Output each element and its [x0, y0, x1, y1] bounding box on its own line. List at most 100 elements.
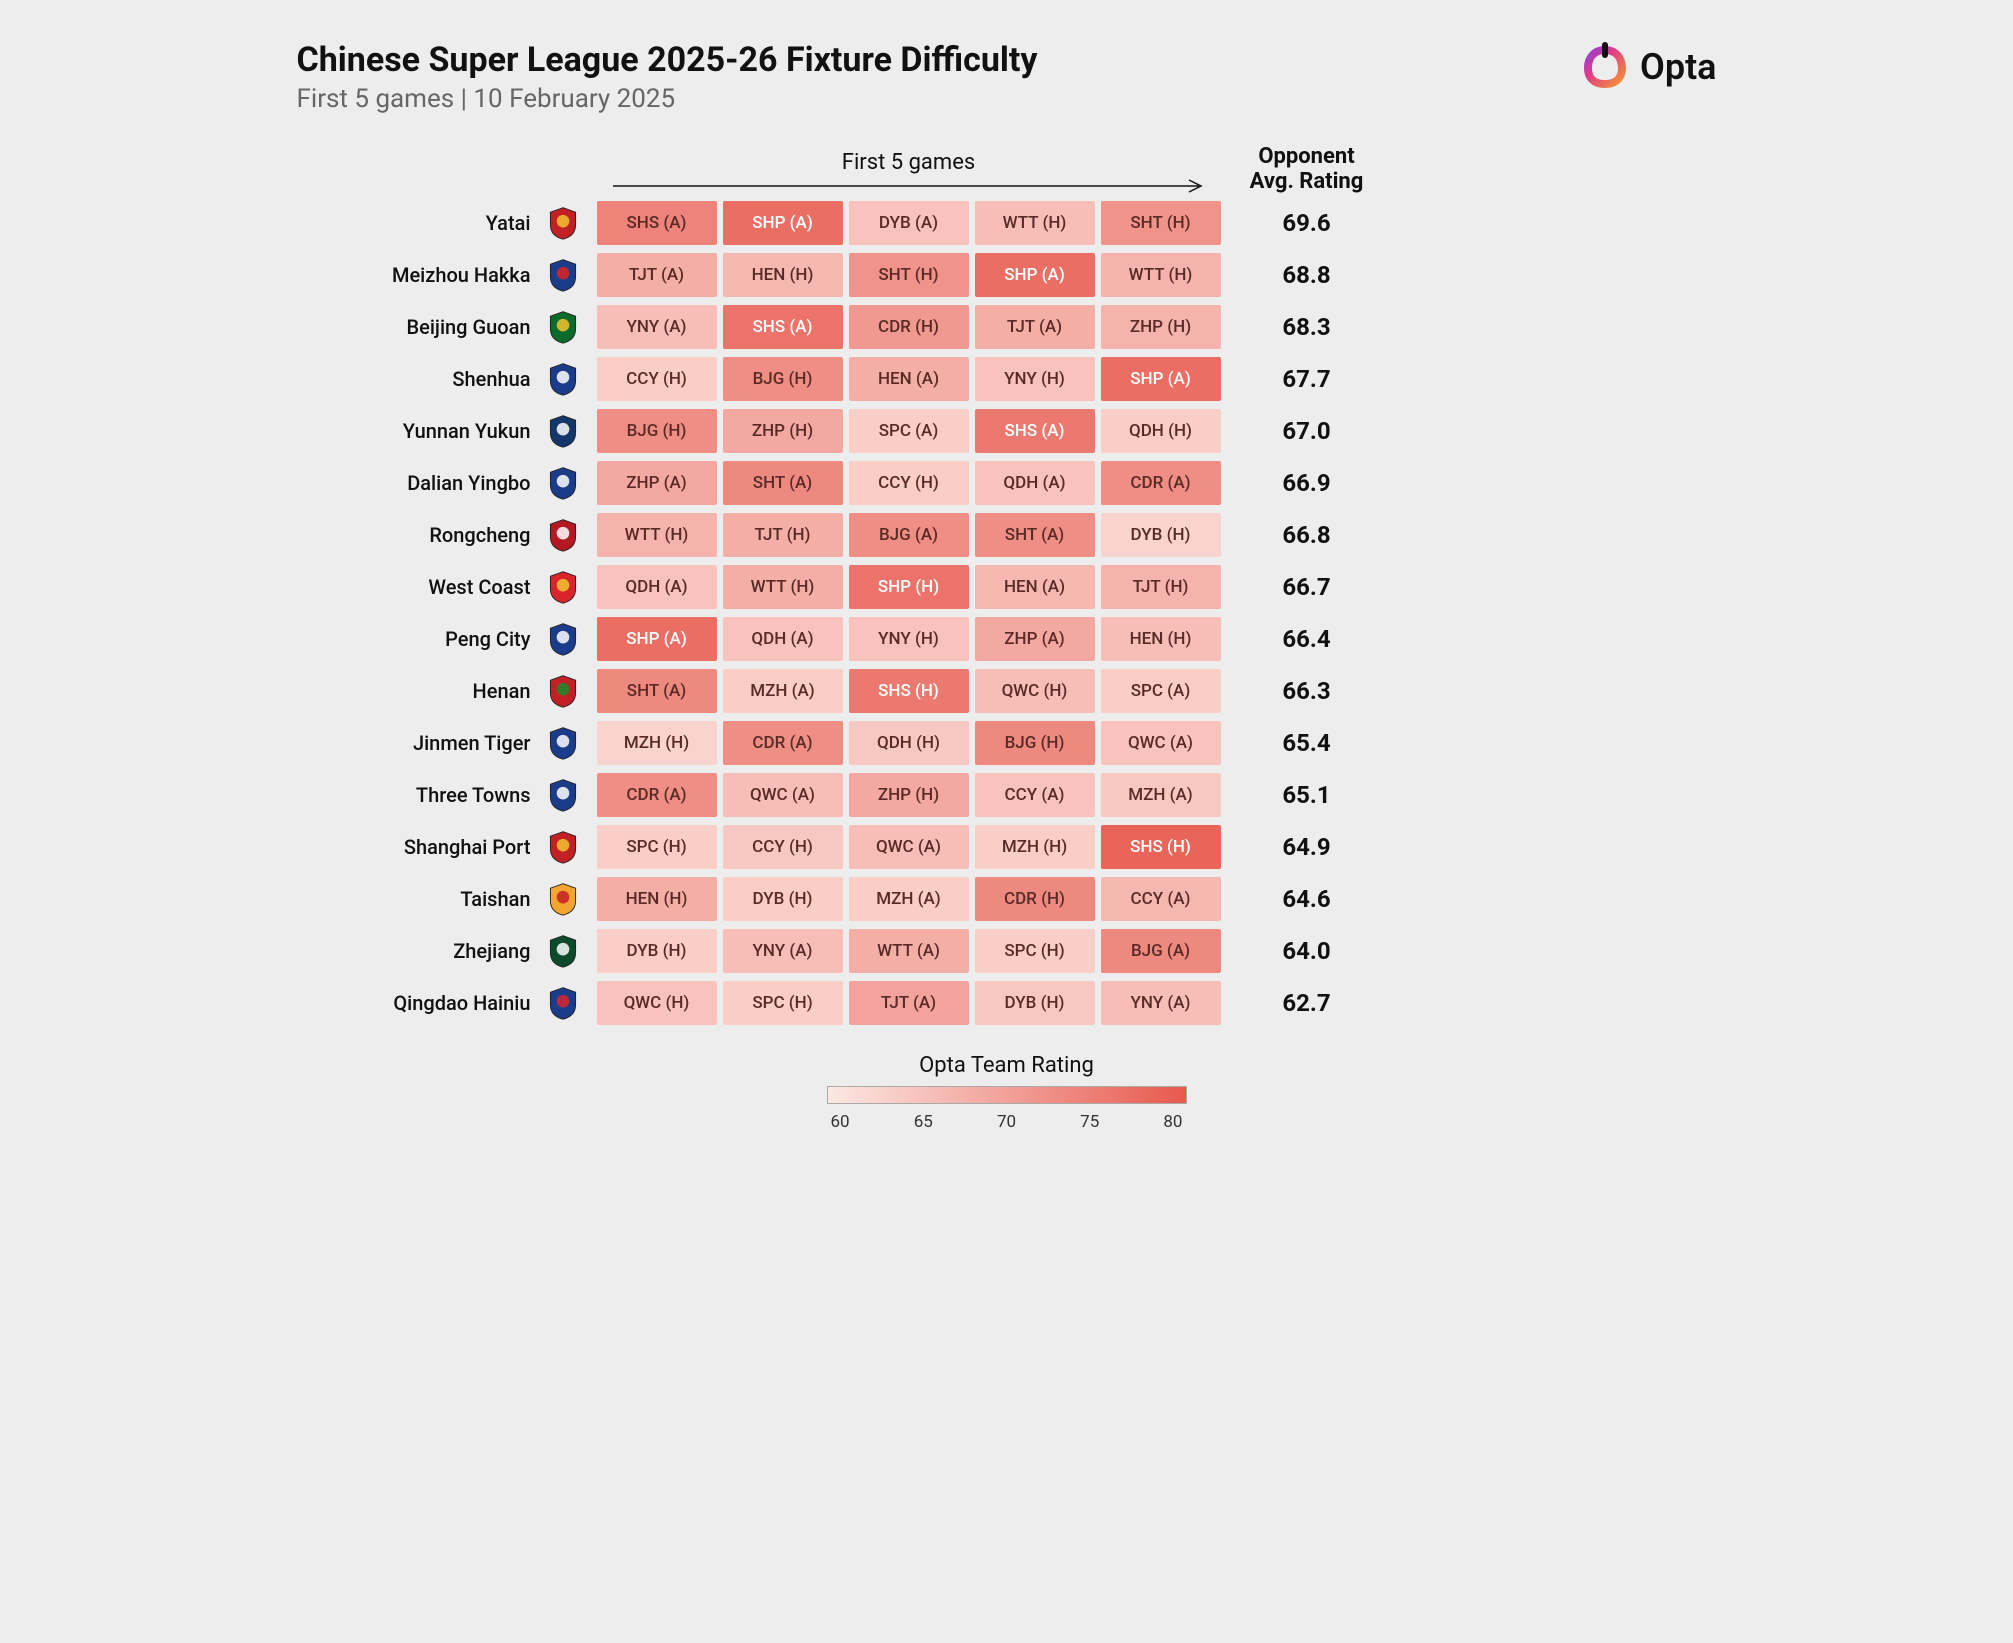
- header: Chinese Super League 2025-26 Fixture Dif…: [297, 40, 1717, 114]
- legend-tick: 70: [997, 1112, 1016, 1132]
- avg-rating-value: 65.1: [1227, 781, 1387, 809]
- fixture-cell: HEN (A): [849, 357, 969, 401]
- fixture-cell: WTT (H): [975, 201, 1095, 245]
- avg-rating-value: 64.6: [1227, 885, 1387, 913]
- table-row: Shenhua CCY (H)BJG (H)HEN (A)YNY (H)SHP …: [297, 357, 1717, 401]
- team-name: Meizhou Hakka: [297, 263, 537, 287]
- fixture-cell: HEN (A): [975, 565, 1095, 609]
- fixture-cell: HEN (H): [1101, 617, 1221, 661]
- fixture-cell: ZHP (H): [723, 409, 843, 453]
- table-row: Yunnan Yukun BJG (H)ZHP (H)SPC (A)SHS (A…: [297, 409, 1717, 453]
- fixture-cell: SPC (A): [849, 409, 969, 453]
- team-crest-icon: [543, 775, 583, 815]
- title-block: Chinese Super League 2025-26 Fixture Dif…: [297, 40, 1038, 114]
- team-crest-icon: [543, 931, 583, 971]
- fixture-cell: SPC (H): [723, 981, 843, 1025]
- fixture-cell: QWC (A): [1101, 721, 1221, 765]
- fixture-cell: MZH (A): [723, 669, 843, 713]
- avg-rating-value: 66.7: [1227, 573, 1387, 601]
- fixture-cell: WTT (A): [849, 929, 969, 973]
- page-title: Chinese Super League 2025-26 Fixture Dif…: [297, 40, 1038, 80]
- fixture-cell: TJT (A): [849, 981, 969, 1025]
- team-name: Shanghai Port: [297, 835, 537, 859]
- fixture-cell: YNY (H): [849, 617, 969, 661]
- fixture-cell: YNY (A): [723, 929, 843, 973]
- legend-tick: 65: [914, 1112, 933, 1132]
- avg-rating-value: 67.7: [1227, 365, 1387, 393]
- fixture-cell: MZH (H): [597, 721, 717, 765]
- team-name: Shenhua: [297, 367, 537, 391]
- fixture-cell: TJT (H): [1101, 565, 1221, 609]
- fixture-cell: QWC (H): [975, 669, 1095, 713]
- fixture-cell: YNY (A): [1101, 981, 1221, 1025]
- table-row: Rongcheng WTT (H)TJT (H)BJG (A)SHT (A)DY…: [297, 513, 1717, 557]
- team-crest-icon: [543, 827, 583, 867]
- team-name: Dalian Yingbo: [297, 471, 537, 495]
- fixture-cell: SHT (H): [849, 253, 969, 297]
- fixture-cell: BJG (H): [723, 357, 843, 401]
- column-header-row: First 5 games Opponent Avg. Rating: [297, 144, 1717, 195]
- fixture-cell: SHT (A): [975, 513, 1095, 557]
- fixture-cell: SHP (A): [975, 253, 1095, 297]
- fixture-cell: SPC (H): [975, 929, 1095, 973]
- legend-tick: 80: [1163, 1112, 1182, 1132]
- team-crest-icon: [543, 203, 583, 243]
- team-name: Beijing Guoan: [297, 315, 537, 339]
- fixture-cell: WTT (H): [723, 565, 843, 609]
- team-name: Henan: [297, 679, 537, 703]
- fixture-cell: CCY (H): [849, 461, 969, 505]
- table-row: Taishan HEN (H)DYB (H)MZH (A)CDR (H)CCY …: [297, 877, 1717, 921]
- team-crest-icon: [543, 723, 583, 763]
- table-row: Qingdao Hainiu QWC (H)SPC (H)TJT (A)DYB …: [297, 981, 1717, 1025]
- avg-rating-value: 68.3: [1227, 313, 1387, 341]
- fixture-cell: QWC (A): [849, 825, 969, 869]
- fixture-cell: SHS (A): [723, 305, 843, 349]
- container: Chinese Super League 2025-26 Fixture Dif…: [297, 40, 1717, 1132]
- fixture-cell: BJG (A): [849, 513, 969, 557]
- team-crest-icon: [543, 671, 583, 711]
- fixture-cell: MZH (A): [849, 877, 969, 921]
- fixture-cell: SHT (A): [723, 461, 843, 505]
- fixture-cell: SHS (H): [1101, 825, 1221, 869]
- avg-header-line2: Avg. Rating: [1227, 169, 1387, 194]
- team-name: Peng City: [297, 627, 537, 651]
- fixture-cell: SHS (A): [597, 201, 717, 245]
- page-subtitle: First 5 games | 10 February 2025: [297, 84, 1038, 114]
- fixture-cell: DYB (A): [849, 201, 969, 245]
- fixture-cell: SHT (H): [1101, 201, 1221, 245]
- fixture-cell: DYB (H): [975, 981, 1095, 1025]
- fixture-cell: DYB (H): [1101, 513, 1221, 557]
- fixture-cell: WTT (H): [1101, 253, 1221, 297]
- team-crest-icon: [543, 411, 583, 451]
- fixture-cell: CCY (A): [975, 773, 1095, 817]
- fixture-cell: QDH (A): [597, 565, 717, 609]
- fixture-cell: BJG (H): [975, 721, 1095, 765]
- table-row: Henan SHT (A)MZH (A)SHS (H)QWC (H)SPC (A…: [297, 669, 1717, 713]
- legend-title: Opta Team Rating: [919, 1053, 1094, 1078]
- fixture-cell: CDR (A): [597, 773, 717, 817]
- fixture-cell: SHP (A): [1101, 357, 1221, 401]
- team-crest-icon: [543, 983, 583, 1023]
- legend-colorbar: [827, 1086, 1187, 1104]
- fixture-cell: MZH (H): [975, 825, 1095, 869]
- fixture-cell: HEN (H): [723, 253, 843, 297]
- avg-rating-value: 66.3: [1227, 677, 1387, 705]
- legend-tick: 60: [831, 1112, 850, 1132]
- fixture-cell: QDH (H): [1101, 409, 1221, 453]
- avg-rating-header: Opponent Avg. Rating: [1227, 144, 1387, 195]
- fixture-cell: SHS (A): [975, 409, 1095, 453]
- fixture-cell: TJT (A): [597, 253, 717, 297]
- avg-rating-value: 64.0: [1227, 937, 1387, 965]
- fixture-cell: SHP (H): [849, 565, 969, 609]
- table-row: Dalian Yingbo ZHP (A)SHT (A)CCY (H)QDH (…: [297, 461, 1717, 505]
- games-header-label: First 5 games: [842, 150, 975, 175]
- fixture-cell: TJT (H): [723, 513, 843, 557]
- team-name: Taishan: [297, 887, 537, 911]
- avg-rating-value: 68.8: [1227, 261, 1387, 289]
- fixture-cell: HEN (H): [597, 877, 717, 921]
- fixture-cell: QWC (H): [597, 981, 717, 1025]
- table-row: Peng City SHP (A)QDH (A)YNY (H)ZHP (A)HE…: [297, 617, 1717, 661]
- games-arrow-icon: [597, 177, 1221, 195]
- table-row: West Coast QDH (A)WTT (H)SHP (H)HEN (A)T…: [297, 565, 1717, 609]
- avg-rating-value: 67.0: [1227, 417, 1387, 445]
